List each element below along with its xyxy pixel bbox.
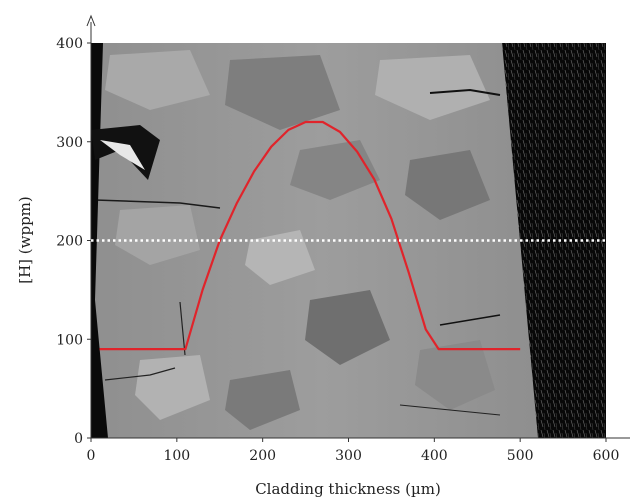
y-tick-label: 400: [56, 36, 83, 52]
axes: [86, 14, 630, 439]
y-tick-label: 300: [56, 135, 83, 151]
x-tick-label: 300: [335, 448, 362, 464]
hydrogen-profile-line: [99, 120, 521, 351]
y-tick-label: 100: [56, 332, 83, 348]
x-tick-label: 100: [163, 448, 190, 464]
y-tick-label: 200: [56, 234, 83, 250]
x-axis-title: Cladding thickness (µm): [255, 480, 441, 498]
x-tick-label: 400: [421, 448, 448, 464]
x-tick-label: 0: [87, 448, 96, 464]
x-tick-label: 600: [593, 448, 620, 464]
y-axis-arrow: [86, 14, 96, 27]
y-tick-label: 0: [74, 431, 83, 447]
y-axis-title: [H] (wppm): [16, 196, 34, 284]
x-tick-label: 500: [507, 448, 534, 464]
tick-group: 0 100 200 300 400 500 600 0 100 200 300 400: [56, 36, 619, 464]
series-layer: [91, 120, 606, 351]
x-tick-label: 200: [249, 448, 276, 464]
